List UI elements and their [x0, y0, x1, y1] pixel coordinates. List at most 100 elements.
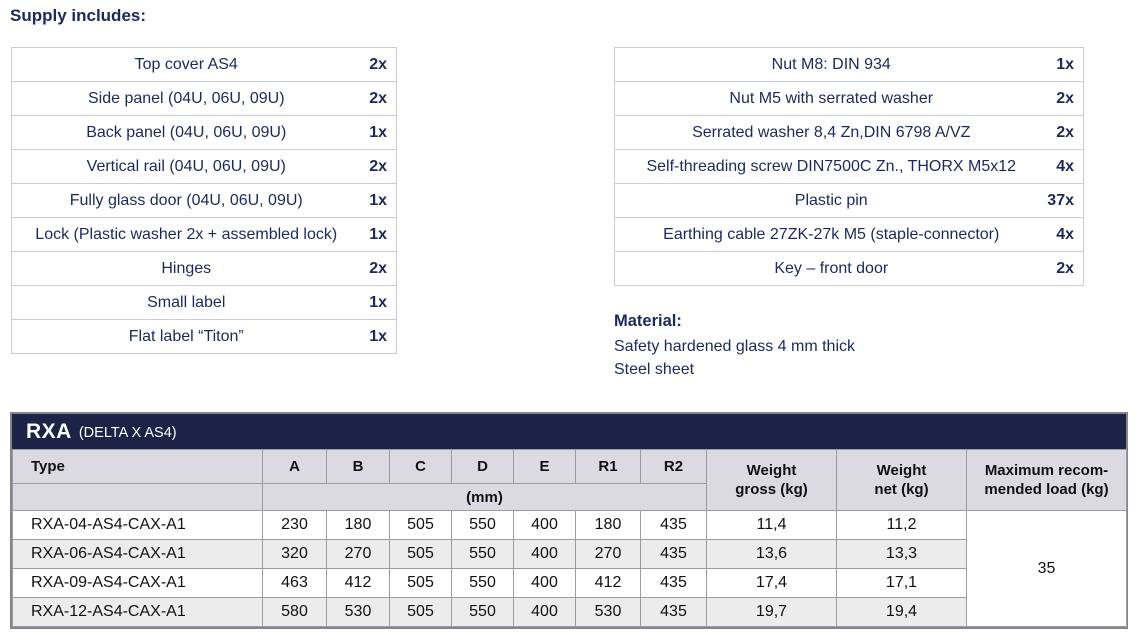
cell-r2: 435 — [640, 539, 707, 569]
material-line: Steel sheet — [614, 361, 695, 378]
material-section: Material: Safety hardened glass 4 mm thi… — [614, 312, 855, 381]
item-label: Flat label “Titon” — [11, 319, 357, 354]
item-label: Side panel (04U, 06U, 09U) — [11, 81, 357, 116]
column-header-c: C — [389, 449, 452, 484]
quantity-label: 4x — [1043, 149, 1084, 184]
cell-r1: 412 — [575, 568, 641, 598]
item-label: Fully glass door (04U, 06U, 09U) — [11, 183, 357, 218]
cell-e: 400 — [513, 597, 576, 627]
cell-d: 550 — [451, 597, 514, 627]
item-label: Back panel (04U, 06U, 09U) — [11, 115, 357, 150]
cell-weight-net: 11,2 — [836, 510, 967, 540]
cell-c: 505 — [389, 539, 452, 569]
page-title: Supply includes: — [10, 6, 147, 25]
cell-weight-net: 13,3 — [836, 539, 967, 569]
item-label: Small label — [11, 285, 357, 320]
quantity-label: 2x — [1043, 81, 1084, 116]
quantity-label: 2x — [356, 47, 397, 82]
item-label: Hinges — [11, 251, 357, 286]
unit-label: (mm) — [262, 483, 707, 511]
item-label: Lock (Plastic washer 2x + assembled lock… — [11, 217, 357, 252]
cell-c: 505 — [389, 597, 452, 627]
cell-a: 320 — [262, 539, 327, 569]
spec-row: RXA-09-AS4-CAX-A1 463 412 505 550 400 41… — [12, 568, 1127, 598]
spec-table-container: RXA (DELTA X AS4) Type A B C D E R1 R2 W… — [10, 412, 1128, 629]
column-header-weight-gross: Weight gross (kg) — [706, 449, 837, 511]
table-row: Plastic pin 37x — [614, 183, 1084, 218]
column-header-b: B — [326, 449, 390, 484]
spec-header-row: Type A B C D E R1 R2 Weight gross (kg) W… — [12, 449, 1127, 511]
spec-table-subtitle: (DELTA X AS4) — [78, 424, 177, 441]
cell-type: RXA-12-AS4-CAX-A1 — [12, 597, 263, 627]
cell-c: 505 — [389, 568, 452, 598]
table-row: Serrated washer 8,4 Zn,DIN 6798 A/VZ 2x — [614, 115, 1084, 150]
table-row: Lock (Plastic washer 2x + assembled lock… — [11, 217, 397, 252]
quantity-label: 37x — [1043, 183, 1084, 218]
item-label: Nut M5 with serrated washer — [614, 81, 1044, 116]
table-row: Small label 1x — [11, 285, 397, 320]
unit-row-empty-cell — [12, 483, 263, 511]
supply-table-left: Top cover AS4 2x Side panel (04U, 06U, 09… — [11, 47, 397, 354]
table-row: Back panel (04U, 06U, 09U) 1x — [11, 115, 397, 150]
cell-r1: 270 — [575, 539, 641, 569]
cell-b: 270 — [326, 539, 390, 569]
item-label: Nut M8: DIN 934 — [614, 47, 1044, 82]
quantity-label: 2x — [356, 251, 397, 286]
column-header-max-load: Maximum recom- mended load (kg) — [966, 449, 1127, 511]
cell-r2: 435 — [640, 597, 707, 627]
cell-a: 463 — [262, 568, 327, 598]
item-label: Vertical rail (04U, 06U, 09U) — [11, 149, 357, 184]
column-header-weight-net: Weight net (kg) — [836, 449, 967, 511]
cell-weight-gross: 13,6 — [706, 539, 837, 569]
cell-type: RXA-04-AS4-CAX-A1 — [12, 510, 263, 540]
cell-d: 550 — [451, 510, 514, 540]
cell-a: 580 — [262, 597, 327, 627]
cell-e: 400 — [513, 510, 576, 540]
column-header-r1: R1 — [575, 449, 641, 484]
supply-table-right: Nut M8: DIN 934 1x Nut M5 with serrated w… — [614, 47, 1084, 286]
column-header-e: E — [513, 449, 576, 484]
column-header-type: Type — [12, 449, 263, 484]
table-row: Fully glass door (04U, 06U, 09U) 1x — [11, 183, 397, 218]
quantity-label: 1x — [356, 183, 397, 218]
quantity-label: 4x — [1043, 217, 1084, 252]
quantity-label: 1x — [1043, 47, 1084, 82]
table-row: Nut M8: DIN 934 1x — [614, 47, 1084, 82]
cell-e: 400 — [513, 568, 576, 598]
spec-table-title-band: RXA (DELTA X AS4) — [12, 414, 1126, 449]
cell-b: 412 — [326, 568, 390, 598]
cell-weight-gross: 11,4 — [706, 510, 837, 540]
quantity-label: 1x — [356, 217, 397, 252]
cell-b: 530 — [326, 597, 390, 627]
quantity-label: 1x — [356, 319, 397, 354]
table-row: Nut M5 with serrated washer 2x — [614, 81, 1084, 116]
item-label: Earthing cable 27ZK-27k M5 (staple-conne… — [614, 217, 1044, 252]
item-label: Self-threading screw DIN7500C Zn., THORX… — [614, 149, 1044, 184]
material-line: Safety hardened glass 4 mm thick — [614, 338, 856, 355]
table-row: Earthing cable 27ZK-27k M5 (staple-conne… — [614, 217, 1084, 252]
cell-c: 505 — [389, 510, 452, 540]
cell-r1: 530 — [575, 597, 641, 627]
item-label: Serrated washer 8,4 Zn,DIN 6798 A/VZ — [614, 115, 1044, 150]
cell-r2: 435 — [640, 510, 707, 540]
cell-e: 400 — [513, 539, 576, 569]
cell-max-load: 35 — [966, 510, 1127, 627]
cell-weight-net: 17,1 — [836, 568, 967, 598]
spec-row: RXA-06-AS4-CAX-A1 320 270 505 550 400 27… — [12, 539, 1127, 569]
quantity-label: 2x — [1043, 251, 1084, 286]
cell-type: RXA-06-AS4-CAX-A1 — [12, 539, 263, 569]
quantity-label: 1x — [356, 285, 397, 320]
table-row: Side panel (04U, 06U, 09U) 2x — [11, 81, 397, 116]
spec-row: RXA-12-AS4-CAX-A1 580 530 505 550 400 53… — [12, 597, 1127, 627]
table-row: Hinges 2x — [11, 251, 397, 286]
item-label: Plastic pin — [614, 183, 1044, 218]
cell-b: 180 — [326, 510, 390, 540]
cell-r1: 180 — [575, 510, 641, 540]
material-heading: Material: — [614, 312, 682, 330]
cell-type: RXA-09-AS4-CAX-A1 — [12, 568, 263, 598]
table-row: Top cover AS4 2x — [11, 47, 397, 82]
column-header-d: D — [451, 449, 514, 484]
quantity-label: 2x — [1043, 115, 1084, 150]
spec-row: RXA-04-AS4-CAX-A1 230 180 505 550 400 18… — [12, 510, 1127, 627]
column-header-r2: R2 — [640, 449, 707, 484]
